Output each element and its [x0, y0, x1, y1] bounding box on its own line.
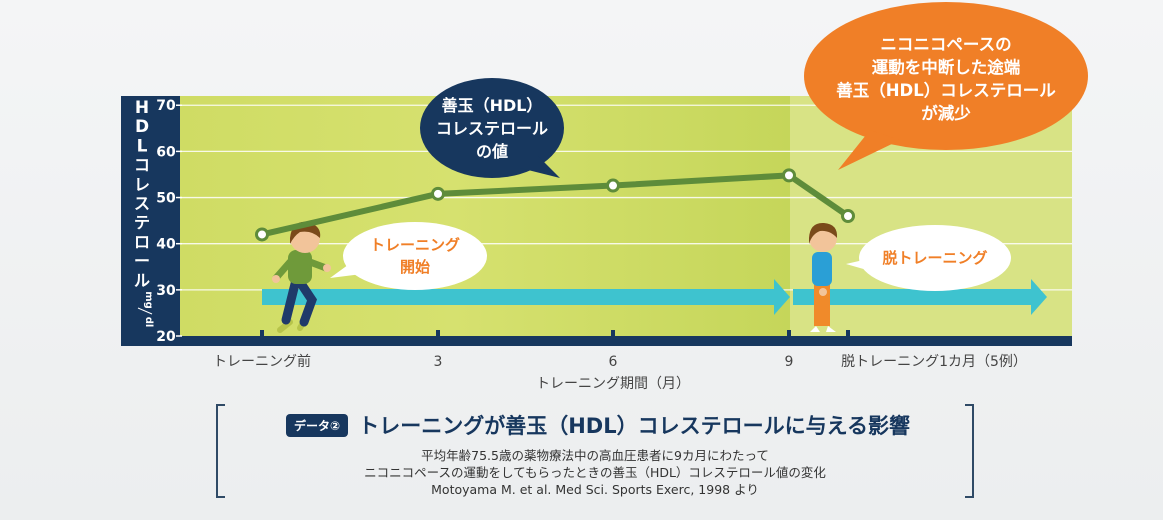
y-axis-label-char: D	[135, 117, 149, 137]
y-axis-label-char: ー	[134, 252, 150, 271]
hdl-value-bubble-text: コレステロール	[436, 119, 548, 138]
x-tick-label: トレーニング前	[213, 353, 311, 370]
x-tick-mark	[611, 330, 615, 338]
caption-line-1: 平均年齢75.5歳の薬物療法中の高血圧患者に9カ月にわたって	[421, 448, 769, 463]
detraining-bubble-text: 脱トレーニング	[882, 249, 987, 267]
hdl-value-bubble-text: 善玉（HDL）	[442, 96, 543, 115]
y-tick-label: 60	[156, 144, 176, 160]
x-axis-bar	[121, 336, 1072, 346]
caption-bracket-left	[216, 404, 225, 498]
y-axis-label-char: レ	[134, 175, 150, 194]
training-start-bubble	[343, 222, 487, 290]
hdl-value-bubble-text: の値	[476, 142, 508, 161]
chart-caption: データ② トレーニングが善玉（HDL）コレステロールに与える影響 平均年齢75.…	[216, 404, 974, 498]
y-tick-label: 50	[156, 191, 176, 207]
hdl-value-bubble	[420, 78, 564, 178]
caption-title: トレーニングが善玉（HDL）コレステロールに与える影響	[358, 414, 910, 438]
caption-bracket-right	[965, 404, 974, 498]
hdl-value-bubble-tail	[520, 156, 560, 178]
detraining-arrow-head	[1031, 279, 1047, 315]
stop-bubble-text: ニコニコペースの	[880, 35, 1011, 54]
caption-heading: データ② トレーニングが善玉（HDL）コレステロールに与える影響	[248, 410, 948, 440]
unit-slash	[137, 307, 153, 315]
y-axis-label-char: ロ	[134, 232, 150, 251]
standing-person-icon	[809, 222, 838, 332]
data-badge: データ②	[286, 413, 349, 437]
data-point	[431, 186, 445, 201]
detraining-bubble	[859, 225, 1011, 291]
detraining-bubble-tail	[846, 258, 874, 272]
training-start-bubble-text: トレーニング	[370, 236, 460, 254]
training-start-bubble-tail	[330, 262, 362, 278]
x-tick-label: 6	[609, 354, 618, 370]
stop-bubble-text: 善玉（HDL）コレステロール	[836, 80, 1056, 100]
data-point	[782, 168, 796, 183]
y-axis-label-char: L	[137, 136, 148, 156]
data-point	[255, 227, 269, 242]
stop-bubble	[804, 2, 1088, 150]
y-axis-label-char: コ	[134, 156, 150, 175]
x-tick-mark	[260, 330, 264, 338]
x-tick-label: 3	[434, 354, 443, 370]
y-tick-label: 30	[156, 283, 176, 299]
x-tick-mark	[436, 330, 440, 338]
x-tick-mark	[846, 330, 850, 338]
x-tick-label: 脱トレーニング1カ月（5例）	[841, 354, 1027, 370]
caption-line-3: Motoyama M. et al. Med Sci. Sports Exerc…	[431, 482, 759, 497]
training-start-bubble-text: 開始	[400, 258, 430, 276]
y-axis-label-char: ス	[134, 194, 150, 213]
training-arrow-shaft	[262, 289, 776, 305]
stop-bubble-text: が減少	[921, 103, 971, 123]
data-point	[606, 178, 620, 193]
unit-mg: mg	[143, 291, 154, 309]
training-arrow-head	[774, 279, 790, 315]
y-axis-label-char: テ	[134, 213, 150, 232]
y-axis-label-char: ル	[134, 271, 150, 290]
y-tick-label: 70	[156, 98, 176, 114]
x-axis-label: トレーニング期間（月）	[536, 376, 690, 392]
y-tick-label: 40	[156, 237, 176, 253]
stop-bubble-text: 運動を中断した途端	[872, 57, 1021, 77]
detraining-arrow-shaft	[793, 289, 1033, 305]
x-tick-mark	[787, 330, 791, 338]
y-axis-band	[121, 96, 180, 346]
unit-dl: dl	[143, 317, 154, 328]
x-tick-label: 9	[785, 354, 794, 370]
caption-line-2: ニコニコペースの運動をしてもらったときの善玉（HDL）コレステロール値の変化	[364, 465, 826, 480]
stop-bubble-tail	[838, 130, 900, 170]
data-point	[841, 209, 855, 223]
y-axis-label-char: H	[135, 98, 149, 118]
y-tick-label: 20	[156, 329, 176, 345]
